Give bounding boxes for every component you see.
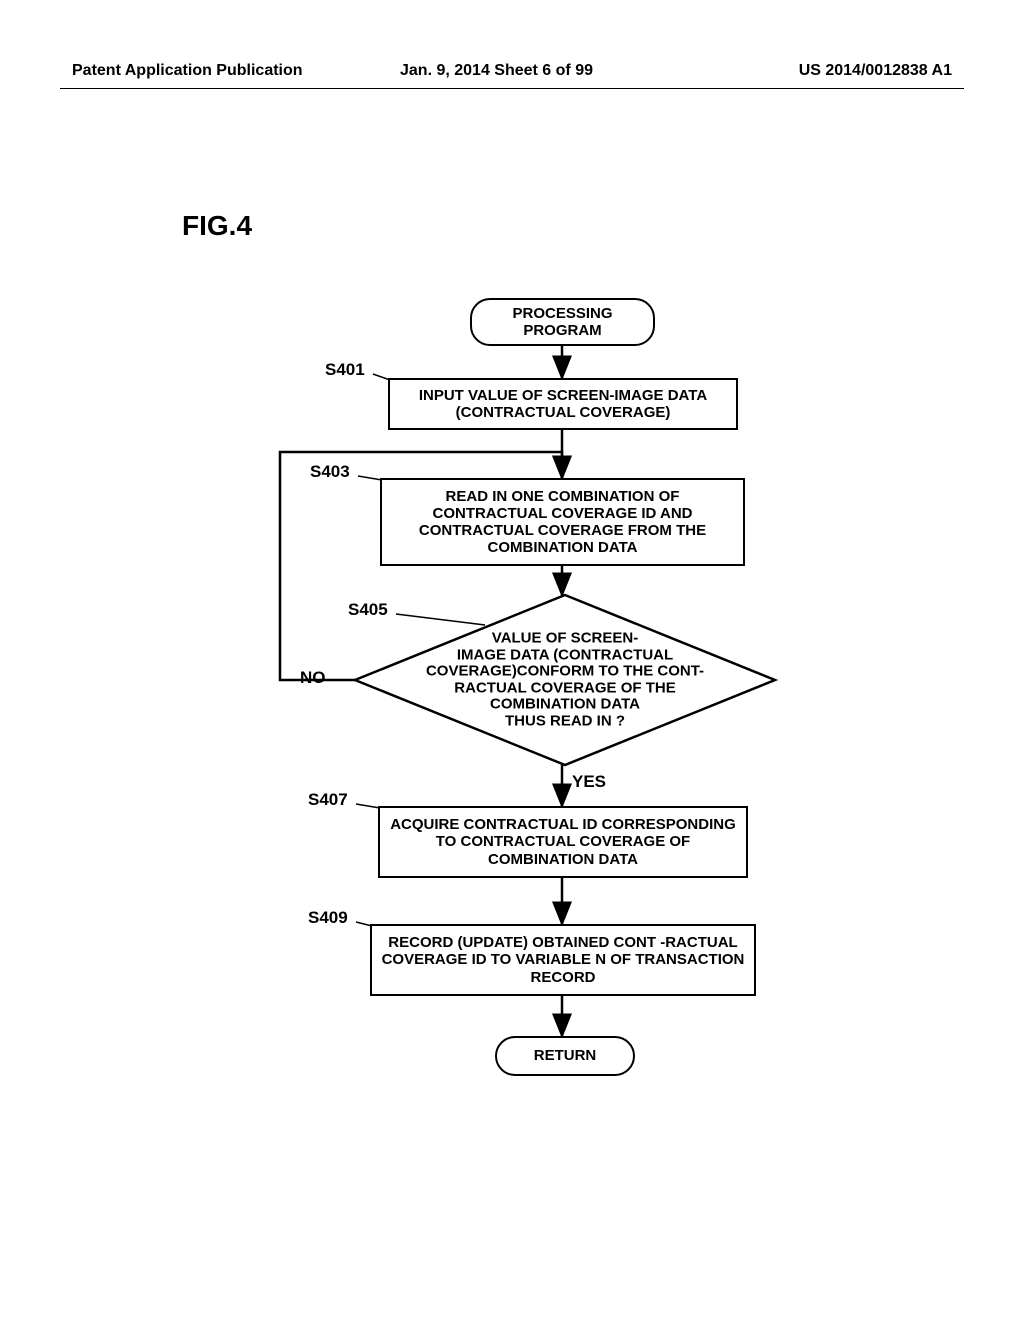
step-label-s403: S403 xyxy=(310,462,350,482)
edge-label-yes: YES xyxy=(572,772,606,792)
step-label-s409: S409 xyxy=(308,908,348,928)
node-s405: VALUE OF SCREEN-IMAGE DATA (CONTRACTUALC… xyxy=(355,595,775,765)
node-s401: INPUT VALUE OF SCREEN-IMAGE DATA (CONTRA… xyxy=(388,378,738,430)
edge-label-no: NO xyxy=(300,668,326,688)
step-label-s401: S401 xyxy=(325,360,365,380)
flowchart: PROCESSING PROGRAM INPUT VALUE OF SCREEN-… xyxy=(0,0,1024,1320)
node-s407: ACQUIRE CONTRACTUAL ID CORRESPONDING TO … xyxy=(378,806,748,878)
step-label-s407: S407 xyxy=(308,790,348,810)
step-label-s405: S405 xyxy=(348,600,388,620)
node-end: RETURN xyxy=(495,1036,635,1076)
node-s403: READ IN ONE COMBINATION OF CONTRACTUAL C… xyxy=(380,478,745,566)
node-s409: RECORD (UPDATE) OBTAINED CONT -RACTUAL C… xyxy=(370,924,756,996)
node-start: PROCESSING PROGRAM xyxy=(470,298,655,346)
